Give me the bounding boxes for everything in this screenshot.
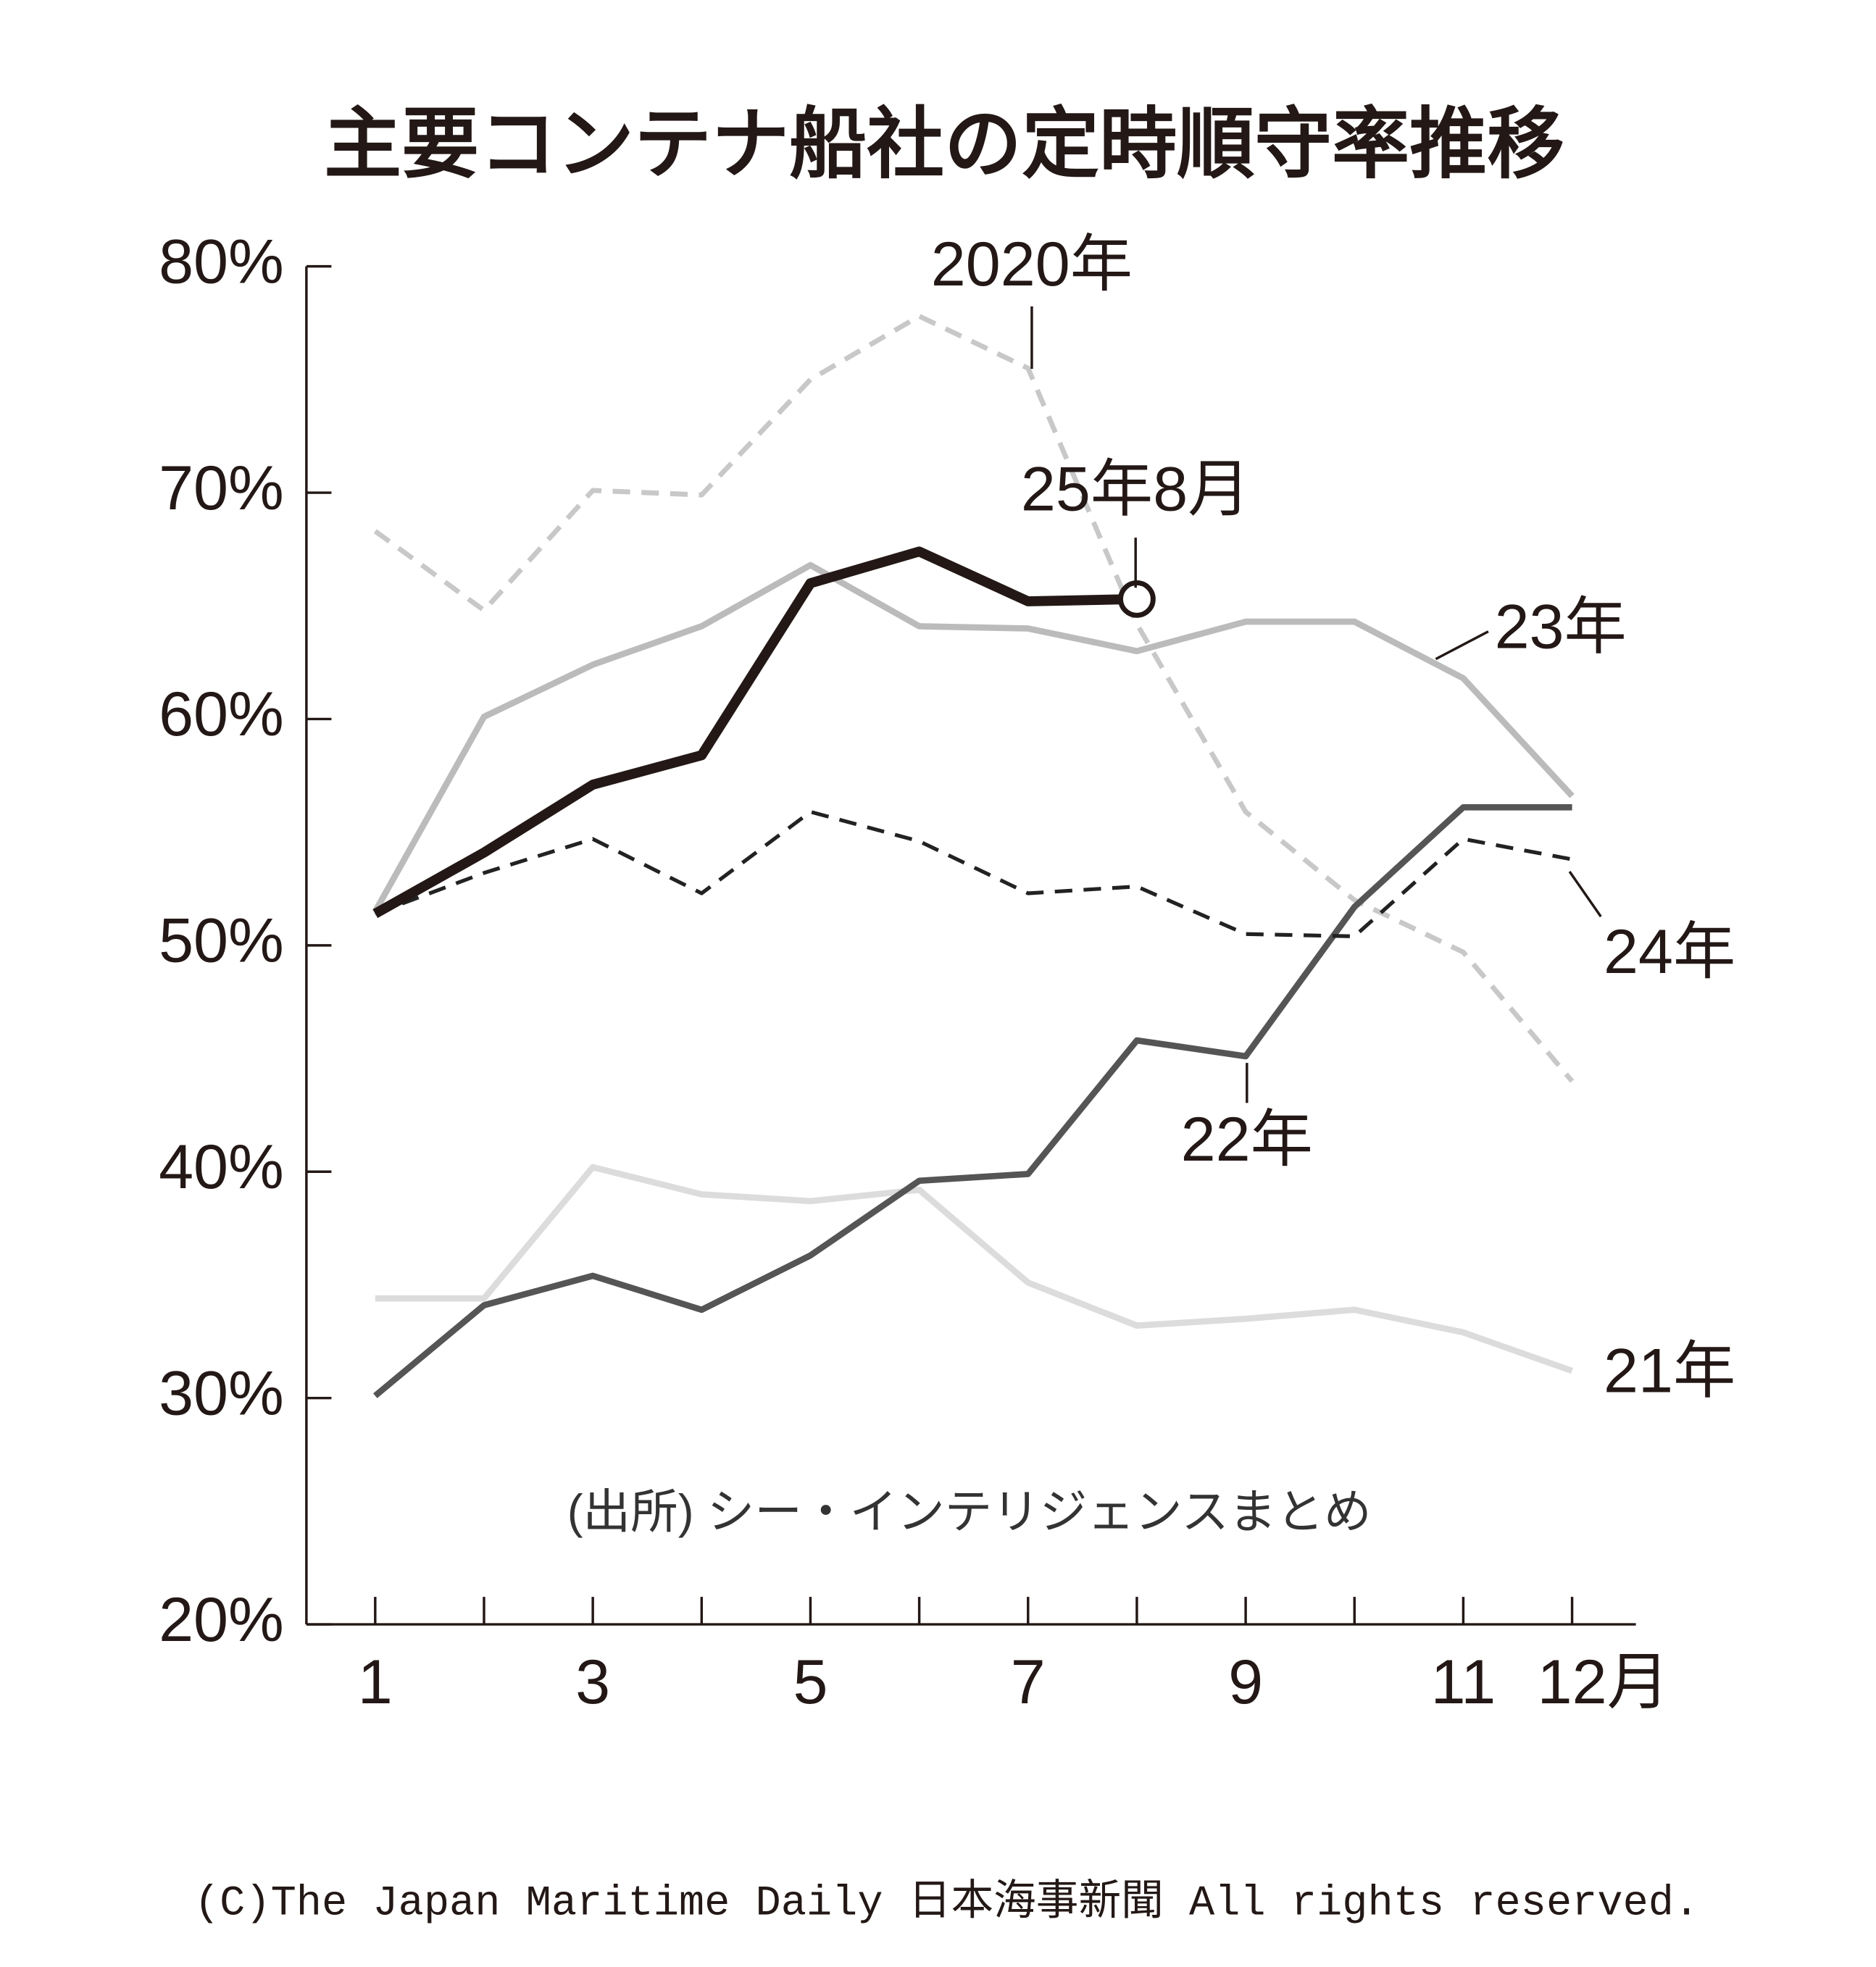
series-line: [373, 803, 1572, 1398]
series-line: [375, 1164, 1574, 1374]
series-line: [372, 546, 1138, 919]
x-tick-label: 7: [1011, 1647, 1046, 1717]
series-line: [374, 809, 1573, 938]
series-label: 22年: [1181, 1105, 1313, 1174]
x-tick-label: 5: [793, 1647, 827, 1717]
series-label: 24年: [1604, 917, 1735, 987]
series-line: [373, 313, 1575, 1083]
y-tick-label: 40%: [159, 1132, 284, 1202]
series-label: 21年: [1604, 1336, 1735, 1406]
series-label: 25年8月: [1021, 455, 1251, 525]
series-line: [372, 561, 1575, 914]
label-leader: [1568, 871, 1602, 918]
series-label: 23年: [1495, 592, 1627, 661]
x-tick-label: 11: [1431, 1647, 1496, 1717]
y-tick-label: 20%: [159, 1585, 284, 1655]
y-tick-label: 80%: [159, 227, 284, 296]
x-tick-label: 9: [1228, 1647, 1263, 1717]
x-tick-label: 3: [575, 1647, 610, 1717]
x-tick-label: 12月: [1538, 1647, 1669, 1717]
copyright: (C)The Japan Maritime Daily 日本海事新聞 All r…: [194, 1877, 1699, 1927]
y-tick-label: 30%: [159, 1358, 284, 1428]
source-note: (出所) シー・インテリジェンスまとめ: [567, 1485, 1372, 1538]
y-tick-label: 50%: [159, 906, 284, 976]
chart-title: 主要コンテナ船社の定時順守率推移: [324, 100, 1564, 187]
label-leader: [1435, 630, 1489, 661]
series-label: 2020年: [931, 230, 1133, 299]
y-tick-label: 60%: [159, 680, 284, 749]
y-tick-label: 70%: [159, 454, 284, 523]
x-tick-label: 1: [358, 1647, 393, 1717]
